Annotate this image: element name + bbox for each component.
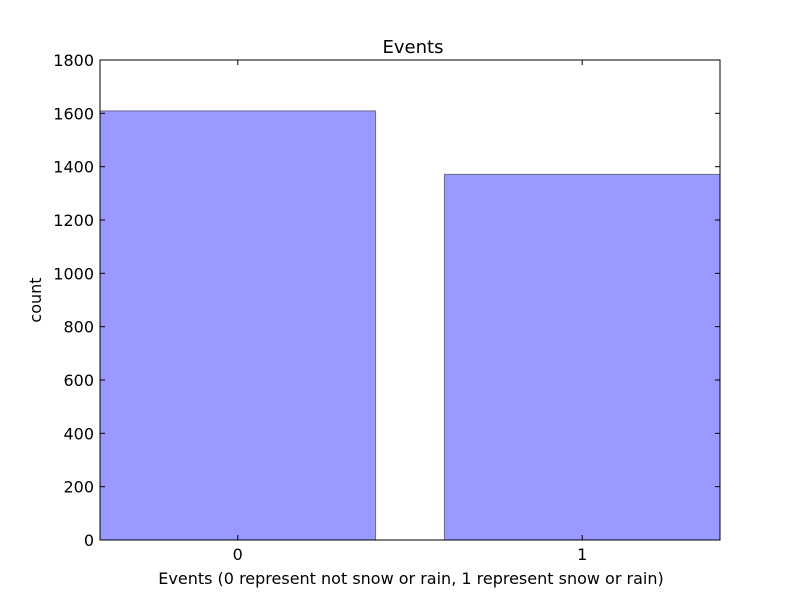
y-tick-label-600: 600 [63,371,94,390]
y-tick-label-1800: 1800 [53,51,94,70]
y-tick-label-1600: 1600 [53,104,94,123]
x-tick-label-1: 1 [577,545,587,564]
bars-layer [99,110,721,541]
y-tick-label-1200: 1200 [53,211,94,230]
plot-frame [99,59,721,541]
ticks-layer: 0 200 400 600 800 1000 1200 1400 1600 1800 0 1 [53,51,720,564]
bar-0 [99,110,377,541]
y-tick-label-0: 0 [84,531,94,550]
y-tick-label-200: 200 [63,478,94,497]
x-axis-label: Events (0 represent not snow or rain, 1 … [158,569,663,588]
chart-title: Events [383,37,444,58]
y-tick-label-1000: 1000 [53,264,94,283]
y-axis-label: count [26,277,45,322]
y-tick-label-800: 800 [63,318,94,337]
y-tick-label-400: 400 [63,424,94,443]
y-tick-label-1400: 1400 [53,158,94,177]
x-tick-label-0: 0 [233,545,243,564]
bar-1 [443,173,721,541]
